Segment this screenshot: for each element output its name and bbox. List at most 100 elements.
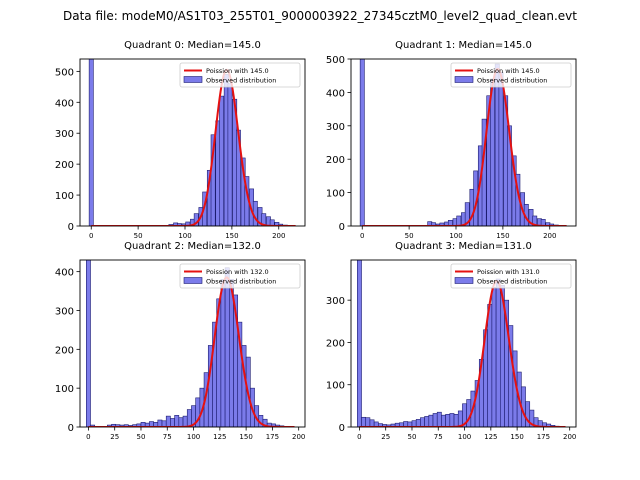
x-tick-label: 0 bbox=[89, 232, 93, 240]
histogram-bar bbox=[439, 222, 445, 226]
legend-box bbox=[450, 263, 572, 289]
legend-bar-swatch bbox=[183, 277, 203, 284]
histogram-bar bbox=[431, 222, 436, 226]
y-tick-label: 100 bbox=[55, 191, 74, 202]
legend-box bbox=[179, 263, 301, 289]
histogram-bar bbox=[86, 260, 91, 427]
x-tick-label: 150 bbox=[510, 433, 523, 441]
y-tick-label: 300 bbox=[55, 129, 74, 140]
x-tick-label: 150 bbox=[225, 232, 238, 240]
x-tick-label: 125 bbox=[213, 433, 226, 441]
quadrant-panels: Quadrant 0: Median=145.0 0 50 100 150 200 0 100… bbox=[55, 40, 577, 441]
y-tick-label: 300 bbox=[55, 306, 74, 317]
x-tick-label: 150 bbox=[239, 433, 252, 441]
x-tick-label: 50 bbox=[137, 433, 146, 441]
histogram-bar bbox=[186, 409, 192, 427]
y-tick-label: 100 bbox=[326, 189, 345, 200]
x-tick-label: 150 bbox=[496, 232, 509, 240]
legend-label-poisson: Poission with 145.0 bbox=[477, 67, 540, 75]
histogram-bar bbox=[88, 59, 94, 226]
x-tick-label: 100 bbox=[178, 232, 191, 240]
figure-title: Data file: modeM0/AS1T03_255T01_90000039… bbox=[63, 9, 577, 23]
y-tick-label: 300 bbox=[326, 122, 345, 133]
quadrant-2-bars bbox=[86, 260, 285, 427]
y-tick-label: 200 bbox=[326, 338, 345, 349]
histogram-bar bbox=[487, 304, 493, 427]
histogram-bar bbox=[428, 414, 434, 427]
x-tick-label: 50 bbox=[408, 433, 417, 441]
histogram-bar bbox=[269, 219, 275, 226]
histogram-bar bbox=[495, 278, 501, 427]
histogram-bar bbox=[182, 415, 188, 427]
legend-bar-swatch bbox=[454, 76, 474, 83]
y-tick-label: 100 bbox=[326, 381, 345, 392]
quadrant-0-legend: Poission with 145.0 Observed distribution bbox=[179, 62, 301, 88]
legend-label-poisson: Poission with 145.0 bbox=[206, 67, 269, 75]
y-tick-label: 200 bbox=[55, 345, 74, 356]
histogram-bar bbox=[449, 413, 455, 427]
histogram-bar bbox=[227, 83, 233, 226]
x-tick-label: 200 bbox=[563, 433, 576, 441]
x-tick-label: 0 bbox=[360, 232, 364, 240]
x-tick-label: 75 bbox=[434, 433, 443, 441]
quadrant-2-legend: Poission with 132.0 Observed distribution bbox=[179, 263, 301, 289]
quadrant-3-panel: Quadrant 3: Median=131.0 0 25 50 75 100 125 150… bbox=[326, 241, 577, 441]
legend-label-observed: Observed distribution bbox=[477, 278, 547, 286]
y-tick-label: 0 bbox=[68, 423, 74, 434]
x-tick-label: 100 bbox=[449, 232, 462, 240]
quadrant-3-axes-frame bbox=[350, 259, 577, 428]
quadrant-1-panel: Quadrant 1: Median=145.0 0 50 100 150 200 0 100… bbox=[326, 40, 577, 240]
legend-bar-swatch bbox=[454, 277, 474, 284]
y-tick-label: 400 bbox=[326, 88, 345, 99]
y-tick-label: 400 bbox=[55, 268, 74, 279]
histogram-bar bbox=[174, 415, 180, 427]
legend-label-poisson: Poission with 131.0 bbox=[477, 268, 540, 276]
histogram-bar bbox=[491, 287, 497, 427]
histogram-bar bbox=[210, 134, 216, 226]
x-tick-label: 50 bbox=[134, 232, 143, 240]
quadrant-0-poisson-curve bbox=[91, 68, 296, 226]
y-tick-label: 400 bbox=[55, 98, 74, 109]
y-tick-label: 500 bbox=[55, 67, 74, 78]
quadrant-1-title: Quadrant 1: Median=145.0 bbox=[395, 40, 532, 51]
quadrant-1-poisson-curve bbox=[362, 68, 567, 226]
x-tick-label: 125 bbox=[484, 433, 497, 441]
histogram-bar bbox=[447, 220, 453, 226]
histogram-bar bbox=[178, 417, 184, 427]
histogram-bar bbox=[224, 267, 230, 427]
histogram-bar bbox=[453, 414, 459, 427]
y-tick-label: 0 bbox=[339, 222, 345, 233]
histogram-bar bbox=[365, 417, 371, 427]
x-tick-label: 175 bbox=[266, 433, 279, 441]
x-tick-label: 200 bbox=[292, 433, 305, 441]
quadrant-3-poisson-curve bbox=[359, 280, 566, 427]
histogram-bar bbox=[424, 416, 430, 427]
histogram-bar bbox=[540, 219, 546, 226]
legend-label-poisson: Poission with 132.0 bbox=[206, 268, 269, 276]
quadrant-2-title: Quadrant 2: Median=132.0 bbox=[124, 241, 261, 252]
histogram-bar bbox=[157, 419, 163, 427]
quadrant-3-legend: Poission with 131.0 Observed distribution bbox=[450, 263, 572, 289]
y-tick-label: 200 bbox=[55, 160, 74, 171]
x-tick-label: 75 bbox=[163, 433, 172, 441]
histogram-bar bbox=[357, 260, 362, 427]
histogram-bar bbox=[361, 416, 367, 427]
legend-box bbox=[450, 62, 572, 88]
legend-bar-swatch bbox=[183, 76, 203, 83]
y-tick-label: 0 bbox=[68, 222, 74, 233]
quadrant-0-title: Quadrant 0: Median=145.0 bbox=[124, 40, 261, 51]
legend-label-observed: Observed distribution bbox=[206, 278, 276, 286]
quadrant-3-title: Quadrant 3: Median=131.0 bbox=[395, 241, 532, 252]
histogram-bar bbox=[420, 417, 425, 427]
x-tick-label: 200 bbox=[272, 232, 285, 240]
quadrant-0-axes-frame bbox=[79, 58, 306, 227]
histogram-bar bbox=[228, 279, 234, 427]
legend-label-observed: Observed distribution bbox=[477, 77, 547, 85]
histogram-bar bbox=[220, 279, 226, 427]
histogram-bar bbox=[456, 215, 462, 226]
x-tick-label: 25 bbox=[110, 433, 119, 441]
histogram-bar bbox=[415, 419, 421, 427]
legend-box bbox=[179, 62, 301, 88]
histogram-bar bbox=[219, 95, 224, 226]
x-tick-label: 25 bbox=[381, 433, 390, 441]
